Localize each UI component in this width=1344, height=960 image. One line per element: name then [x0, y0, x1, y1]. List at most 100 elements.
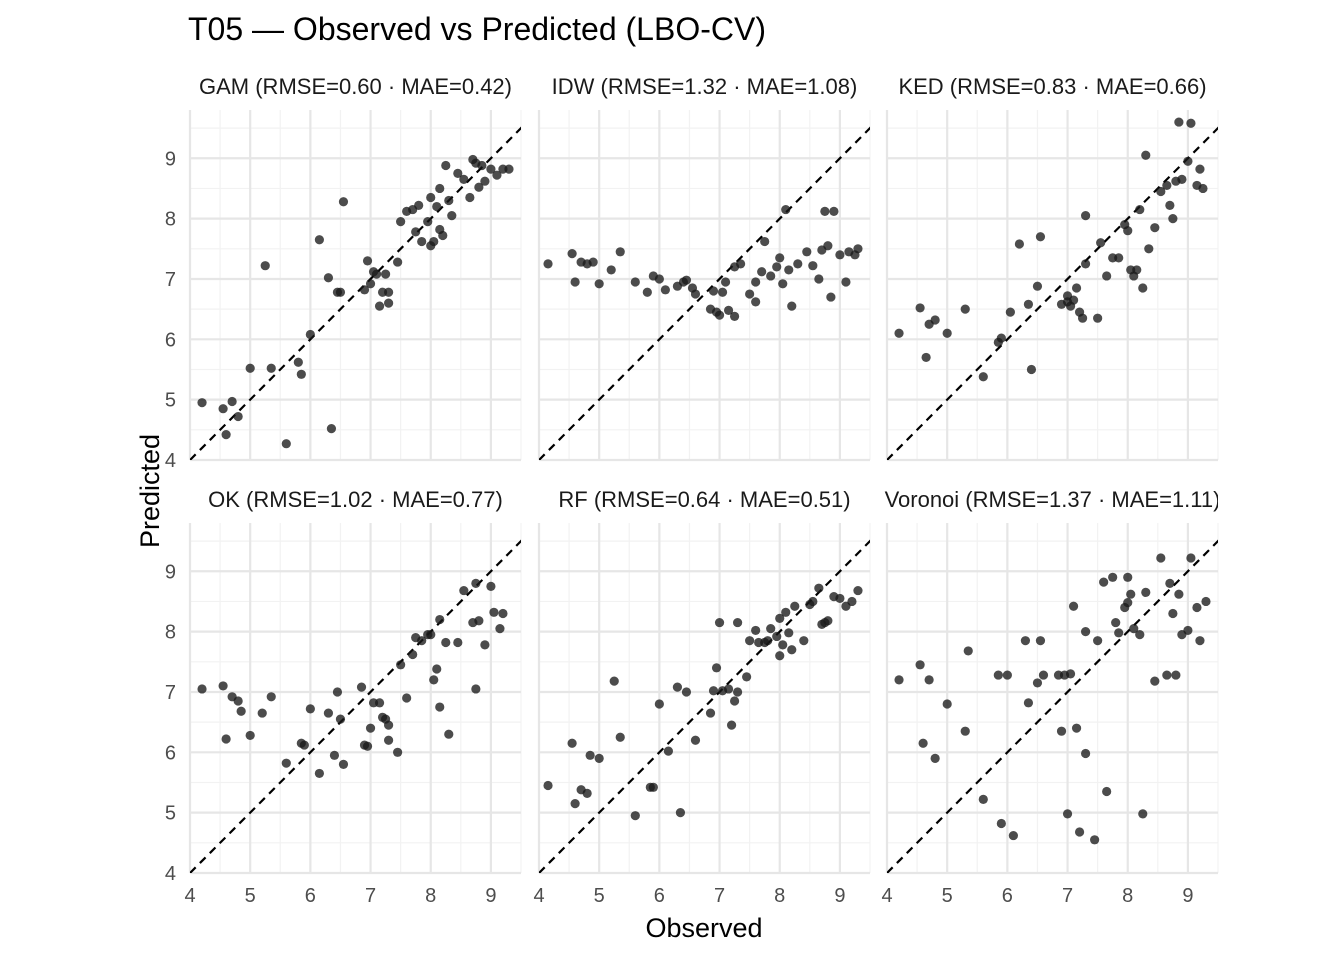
data-point — [841, 277, 851, 287]
data-point — [305, 704, 315, 714]
data-point — [1062, 809, 1073, 819]
data-point — [853, 585, 863, 596]
data-point — [441, 160, 451, 171]
data-point — [790, 601, 800, 611]
data-point — [1023, 698, 1034, 708]
data-point — [384, 735, 394, 745]
data-point — [1165, 578, 1175, 588]
y-tick-label: 8 — [165, 622, 176, 644]
data-point — [733, 687, 743, 697]
y-tick-label: 7 — [165, 682, 176, 704]
data-point — [567, 249, 577, 259]
data-point — [1168, 608, 1178, 619]
data-point — [660, 285, 670, 295]
data-point — [778, 640, 788, 650]
data-point — [371, 269, 382, 279]
data-point — [1026, 364, 1037, 375]
y-tick-label: 9 — [165, 561, 176, 583]
data-point — [663, 746, 673, 756]
data-point — [329, 750, 340, 760]
data-point — [751, 277, 761, 287]
data-point — [1077, 313, 1088, 323]
data-point — [477, 160, 487, 171]
data-point — [751, 625, 761, 636]
data-point — [853, 244, 863, 254]
y-tick-label: 4 — [165, 863, 176, 885]
data-point — [711, 663, 722, 673]
data-point — [654, 699, 664, 709]
data-point — [823, 616, 833, 626]
data-point — [365, 279, 376, 289]
data-point — [814, 274, 824, 284]
data-point — [236, 706, 246, 716]
data-point — [432, 664, 442, 674]
data-point — [757, 267, 767, 277]
identity-line — [887, 126, 1218, 460]
data-point — [1132, 265, 1142, 275]
x-tick-label: 5 — [245, 885, 256, 907]
data-point — [681, 687, 692, 697]
data-point — [197, 684, 207, 694]
data-point — [690, 735, 701, 745]
data-point — [723, 684, 734, 694]
data-point — [435, 614, 445, 625]
data-point — [1126, 589, 1136, 599]
data-point — [733, 617, 743, 628]
data-point — [642, 287, 652, 297]
data-point — [1186, 118, 1196, 128]
data-point — [808, 596, 818, 607]
data-point — [411, 227, 421, 237]
data-point — [435, 702, 445, 712]
data-point — [498, 608, 508, 619]
data-point — [1195, 636, 1205, 646]
data-point — [894, 675, 904, 685]
data-point — [459, 174, 469, 184]
data-point — [829, 206, 839, 216]
identity-line — [539, 539, 870, 873]
data-point — [447, 211, 457, 221]
identity-line — [190, 126, 521, 460]
data-point — [793, 259, 803, 269]
data-point — [708, 686, 719, 696]
data-point — [314, 235, 324, 245]
panel-idw: IDW (RMSE=1.32 · MAE=1.08) — [537, 74, 871, 462]
data-point — [1156, 186, 1166, 197]
data-point — [1074, 827, 1085, 837]
data-point — [942, 328, 952, 338]
x-tick-label: 4 — [881, 885, 892, 907]
y-axis-title: Predicted — [135, 434, 165, 548]
data-point — [582, 788, 592, 798]
strip-label: RF (RMSE=0.64 · MAE=0.51) — [558, 487, 850, 512]
x-tick-label: 8 — [774, 885, 785, 907]
data-point — [1090, 835, 1100, 845]
x-tick-label: 9 — [1182, 885, 1193, 907]
strip-label: OK (RMSE=1.02 · MAE=0.77) — [208, 487, 503, 512]
data-point — [393, 747, 403, 757]
data-point — [717, 287, 728, 297]
data-point — [362, 256, 373, 266]
data-point — [708, 286, 719, 296]
data-point — [847, 596, 857, 607]
data-point — [543, 780, 553, 791]
data-point — [1138, 283, 1148, 293]
data-point — [1168, 214, 1178, 224]
data-point — [384, 298, 394, 308]
data-point — [787, 645, 797, 655]
data-point — [1056, 726, 1067, 736]
data-point — [1081, 259, 1091, 269]
data-point — [924, 675, 934, 685]
data-point — [1123, 226, 1133, 236]
y-tick-label: 6 — [165, 742, 176, 764]
y-tick-label: 4 — [165, 450, 176, 472]
data-point — [435, 183, 445, 194]
data-point — [729, 311, 740, 321]
data-point — [1108, 572, 1118, 582]
data-point — [426, 192, 436, 203]
data-point — [314, 768, 324, 779]
x-tick-label: 5 — [594, 885, 605, 907]
data-point — [504, 164, 514, 174]
data-point — [606, 265, 616, 275]
data-point — [245, 363, 255, 373]
data-point — [915, 303, 925, 313]
data-point — [1038, 670, 1049, 680]
